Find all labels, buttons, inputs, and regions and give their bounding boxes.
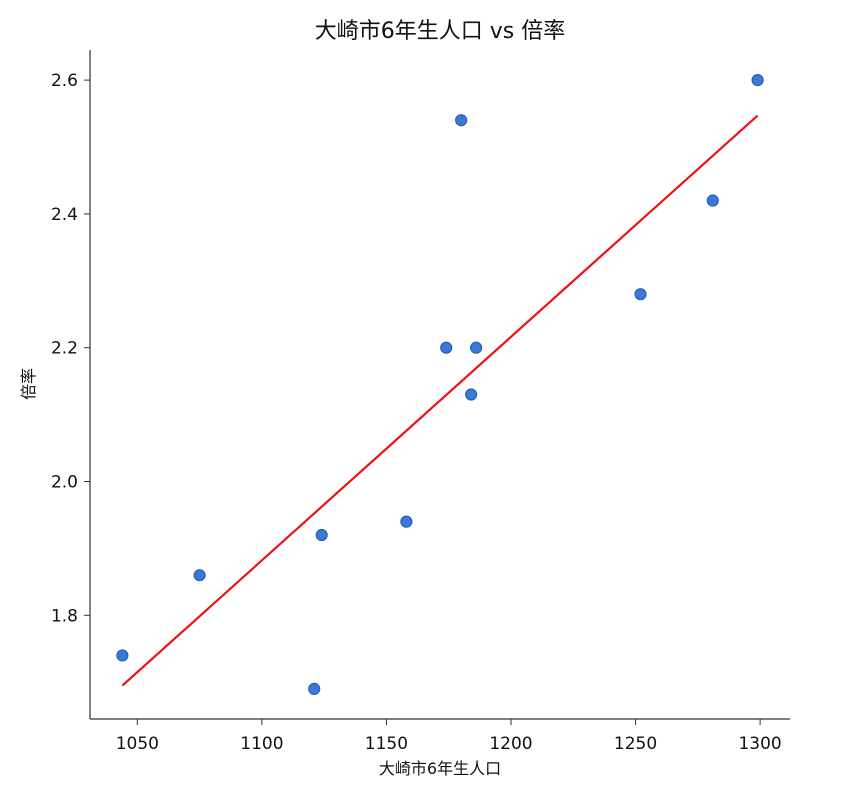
data-point — [751, 74, 764, 87]
data-point — [193, 569, 206, 582]
x-axis-ticks: 1050 1100 1150 1200 1250 1300 — [116, 719, 782, 754]
trend-line — [121, 114, 759, 687]
data-point — [706, 194, 719, 207]
x-tick-label: 1200 — [489, 734, 532, 754]
y-tick-label: 2.6 — [51, 71, 78, 91]
x-tick-label: 1050 — [116, 734, 159, 754]
x-tick-label: 1300 — [738, 734, 781, 754]
y-tick-label: 2.0 — [51, 473, 78, 493]
data-point — [470, 341, 483, 354]
data-point — [308, 682, 321, 695]
y-tick-label: 1.8 — [51, 606, 78, 626]
data-point — [315, 528, 328, 542]
x-tick-label: 1100 — [240, 734, 283, 754]
chart-title: 大崎市6年生人口 vs 倍率 — [315, 19, 565, 44]
x-tick-label: 1150 — [365, 734, 408, 754]
data-point — [440, 341, 453, 354]
x-tick-label: 1250 — [614, 734, 657, 754]
x-axis-label: 大崎市6年生人口 — [379, 759, 501, 778]
y-tick-label: 2.2 — [51, 339, 78, 359]
data-points — [116, 74, 764, 695]
data-point — [400, 515, 413, 528]
data-point — [455, 114, 468, 127]
y-tick-label: 2.4 — [51, 205, 78, 225]
data-point — [116, 649, 129, 662]
y-axis-ticks: 1.8 2.0 2.2 2.4 2.6 — [51, 71, 90, 626]
data-point — [634, 288, 647, 301]
y-axis-label: 倍率 — [19, 368, 38, 400]
data-point — [465, 388, 478, 401]
